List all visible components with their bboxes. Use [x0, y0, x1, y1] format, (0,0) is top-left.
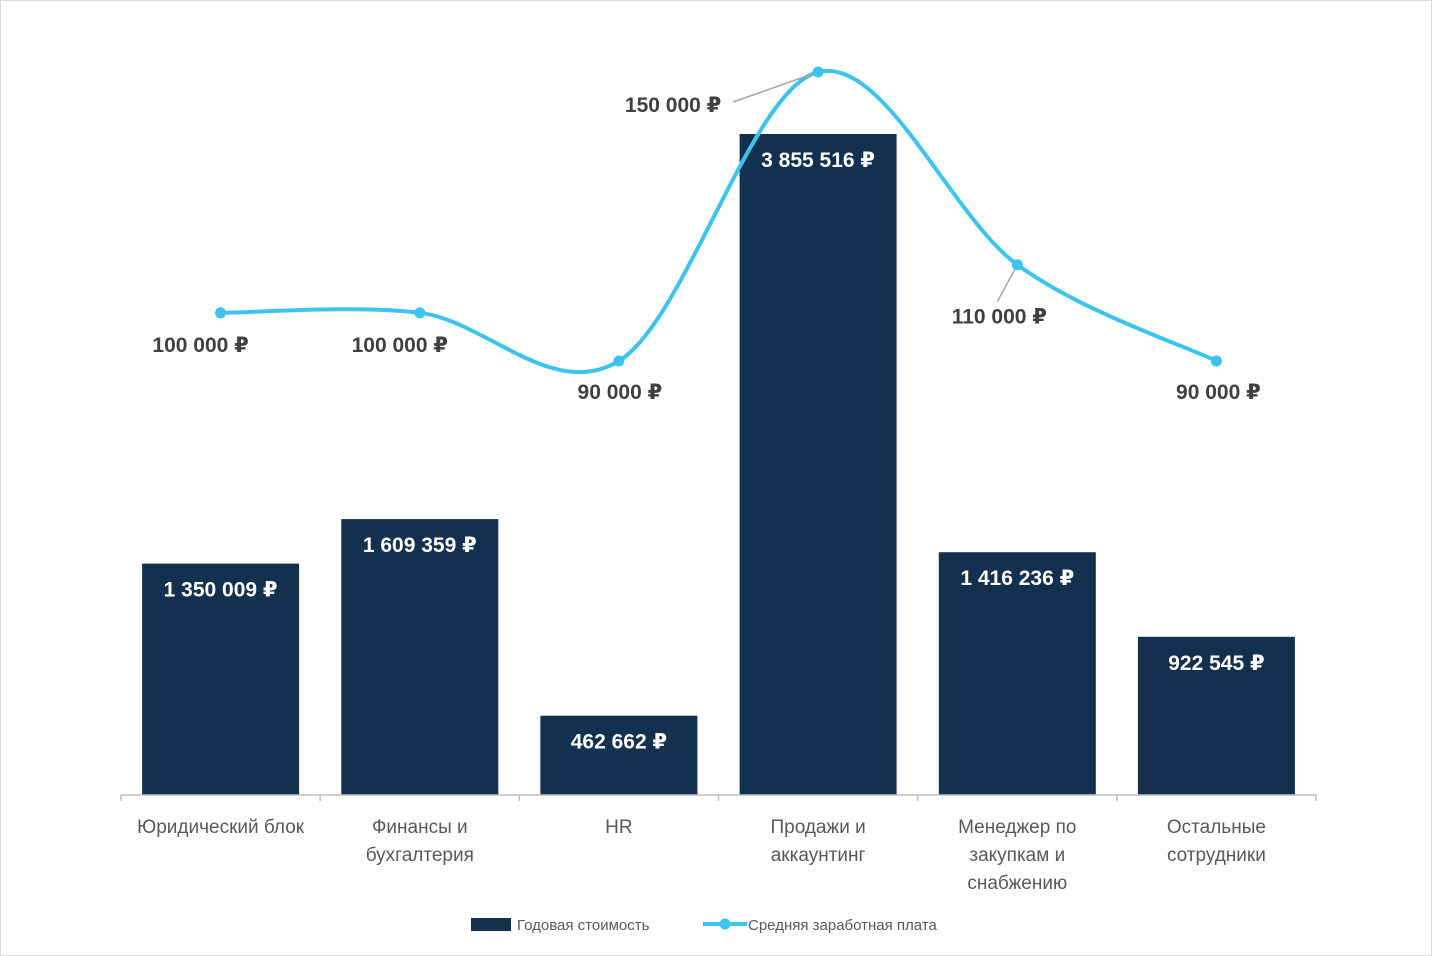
bar-value-label: 462 662 ₽	[571, 731, 667, 754]
bar-annual-cost	[341, 519, 499, 795]
salary-value-label: 100 000 ₽	[352, 334, 448, 357]
bar-annual-cost	[739, 134, 897, 795]
label-leader-line	[996, 264, 1018, 303]
salary-point	[414, 307, 426, 319]
legend-marker-avg-salary	[719, 918, 731, 930]
bar-value-label: 3 855 516 ₽	[761, 149, 875, 172]
legend-swatch-annual-cost	[471, 918, 511, 931]
legend-label-avg-salary: Средняя заработная плата	[748, 917, 938, 934]
category-label: Юридический блок	[137, 817, 305, 838]
salary-point	[812, 66, 824, 78]
bar-value-label: 1 416 236 ₽	[960, 567, 1074, 590]
bar-value-label: 1 609 359 ₽	[363, 534, 477, 557]
salary-value-label: 150 000 ₽	[625, 94, 721, 117]
salary-value-label: 100 000 ₽	[152, 334, 248, 357]
bar-annual-cost	[938, 552, 1096, 795]
salary-points	[215, 66, 1222, 367]
salary-value-label: 90 000 ₽	[578, 381, 663, 404]
category-labels: Юридический блок Финансы и бухгалтерия HR Пр…	[137, 817, 1266, 894]
bar-annual-cost	[1137, 636, 1295, 795]
bar-value-label: 1 350 009 ₽	[164, 579, 278, 602]
salary-point	[1210, 355, 1222, 367]
category-label: Менеджер по закупкам и снабжению	[958, 817, 1076, 894]
x-axis-ticks	[120, 795, 1317, 801]
label-leader-line	[732, 71, 819, 103]
category-label: HR	[605, 817, 632, 838]
bar-labels-layer: 1 350 009 ₽ 1 609 359 ₽ 462 662 ₽ 3 855 516…	[164, 149, 1265, 754]
category-label: Остальные сотрудники	[1167, 817, 1266, 866]
bars-layer	[142, 134, 1295, 795]
bar-value-label: 922 545 ₽	[1168, 652, 1264, 675]
salary-value-label: 90 000 ₽	[1176, 381, 1261, 404]
salary-point	[215, 307, 227, 319]
label-leader-lines	[732, 71, 1018, 303]
category-label: Финансы и бухгалтерия	[366, 817, 474, 866]
category-label: Продажи и аккаунтинг	[770, 817, 865, 866]
bar-annual-cost	[540, 715, 698, 795]
salary-labels: 100 000 ₽ 100 000 ₽ 90 000 ₽ 150 000 ₽ 110 0…	[152, 94, 1260, 404]
legend: Годовая стоимость Средняя заработная пла…	[471, 917, 938, 934]
salary-point	[1011, 259, 1023, 271]
legend-label-annual-cost: Годовая стоимость	[517, 917, 650, 934]
salary-point	[613, 355, 625, 367]
bar-annual-cost	[142, 563, 300, 795]
salary-value-label: 110 000 ₽	[952, 306, 1047, 329]
